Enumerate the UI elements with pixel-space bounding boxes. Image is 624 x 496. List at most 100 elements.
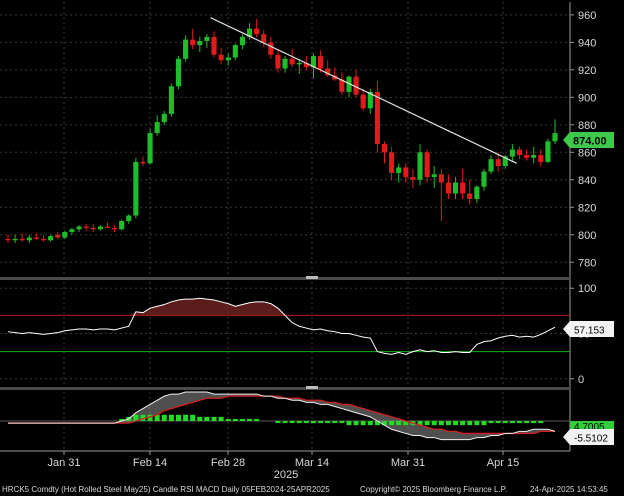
macd-histogram-bar (374, 421, 380, 426)
candle-body (325, 68, 331, 76)
macd-value-label: 4.7005 (574, 422, 605, 433)
macd-histogram-bar (353, 421, 359, 426)
candle-body (545, 141, 551, 162)
macd-histogram-bar (197, 416, 203, 421)
candle-body (19, 238, 25, 241)
candle-body (254, 28, 260, 35)
macd-histogram-bar (417, 421, 423, 426)
candle-body (133, 161, 139, 216)
candle-body (552, 133, 558, 142)
candle-body (374, 91, 380, 145)
macd-line (8, 391, 556, 441)
candle-body (218, 54, 224, 61)
candle-body (140, 161, 146, 164)
last-price-label: 874.00 (573, 136, 607, 148)
macd-histogram-bar (403, 421, 409, 426)
candle-body (538, 155, 544, 162)
panel-resize-handle-2[interactable] (306, 386, 318, 389)
macd-histogram-bar (481, 421, 487, 426)
macd-histogram-bar (225, 418, 231, 421)
candle-body (417, 152, 423, 180)
macd-histogram-bar (431, 421, 437, 426)
candle-body (147, 133, 153, 164)
candle-body (282, 58, 288, 69)
candle-body (33, 237, 39, 239)
macd-histogram-bar (140, 414, 146, 421)
candle-body (424, 152, 430, 178)
trendline (210, 17, 517, 164)
macd-histogram-bar (119, 418, 125, 421)
candle-body (516, 149, 523, 156)
macd-histogram-bar (531, 421, 537, 424)
candle-body (289, 58, 295, 65)
macd-histogram-bar (509, 421, 515, 424)
macd-histogram-bar (325, 421, 331, 424)
candle-body (445, 182, 451, 194)
footer-security-description: HRCK5 Comdty (Hot Rolled Steel May25) Ca… (2, 485, 330, 494)
macd-histogram-bar (218, 416, 224, 421)
candle-body (211, 36, 217, 55)
macd-histogram-bar (318, 421, 324, 424)
candle-body (481, 171, 487, 187)
macd-histogram-bar (467, 421, 473, 426)
candle-body (367, 91, 373, 109)
macd-histogram-bar (360, 421, 366, 426)
candle-body (431, 174, 437, 178)
candle-body (90, 227, 96, 230)
panel-resize-handle-1[interactable] (306, 276, 318, 279)
candle-body (509, 149, 515, 157)
rsi-panel (0, 297, 570, 355)
candle-body (296, 62, 302, 65)
candle-body (69, 229, 75, 233)
candle-body (204, 36, 210, 41)
candle-body (197, 40, 203, 46)
candle-body (239, 36, 245, 46)
macd-histogram-bar (211, 416, 217, 421)
macd-histogram-bar (232, 418, 238, 421)
macd-histogram-bar (474, 421, 480, 426)
grid-lines (0, 2, 570, 451)
macd-histogram-bar (254, 418, 260, 421)
macd-histogram-bar (176, 414, 181, 421)
candle-body (225, 57, 231, 61)
rsi-tick-label: 0 (578, 374, 584, 386)
macd-histogram-bar (488, 421, 494, 424)
macd-histogram-bar (460, 421, 466, 426)
macd-histogram-bar (133, 414, 139, 421)
price-tick-label: 860 (578, 147, 596, 159)
candle-body (161, 113, 167, 123)
macd-panel (0, 391, 570, 441)
footer-copyright: Copyright© 2025 Bloomberg Finance L.P. (360, 485, 507, 494)
candle-body (495, 159, 501, 167)
candle-body (396, 167, 402, 173)
candle-body (190, 39, 196, 46)
candle-body (112, 227, 118, 230)
candle-body (524, 155, 530, 158)
candle-body (502, 156, 508, 167)
x-tick-label: Apr 15 (487, 457, 519, 469)
macd-histogram-bar (516, 421, 522, 424)
candle-body (310, 56, 317, 68)
candle-body (403, 167, 409, 178)
candle-body (467, 193, 473, 200)
candle-body (154, 122, 160, 134)
macd-histogram-bar (438, 421, 444, 426)
rsi-value-tag: 57.153 (563, 321, 614, 337)
price-tick-label: 880 (578, 120, 596, 132)
macd-histogram-bar (310, 421, 316, 424)
candle-body (62, 232, 68, 238)
x-tick-label: Mar 31 (391, 457, 425, 469)
candle-body (346, 76, 352, 92)
price-tick-label: 900 (578, 92, 596, 104)
macd-histogram-bar (538, 421, 544, 424)
macd-histogram-bar (296, 421, 302, 424)
macd-histogram-bar (445, 421, 451, 426)
macd-histogram-bar (502, 421, 508, 424)
candle-body (183, 39, 189, 59)
candle-body (268, 42, 274, 55)
macd-histogram-bar (183, 414, 189, 421)
candle-body (275, 54, 281, 69)
macd-histogram-bar (275, 421, 281, 424)
macd-histogram-bar (154, 414, 160, 421)
